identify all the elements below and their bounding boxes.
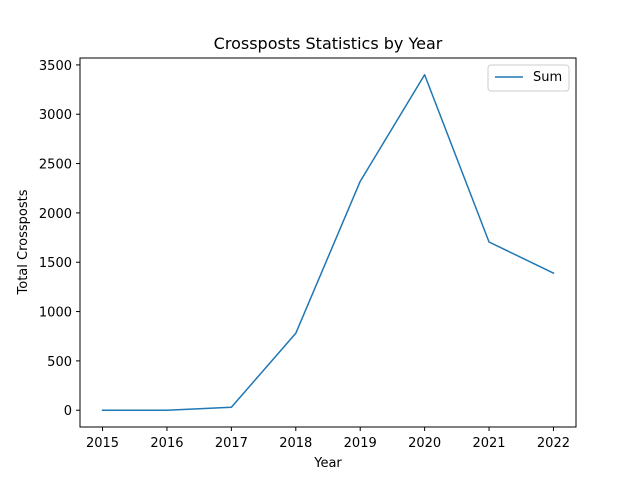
legend-box — [487, 64, 570, 92]
y-tick-label: 1500 — [39, 256, 72, 271]
x-axis-ticks: 2015 2016 2017 2018 2019 2020 2021 2022 — [86, 427, 570, 451]
x-tick-label: 2018 — [279, 436, 312, 451]
y-tick-label: 3000 — [39, 108, 72, 123]
legend-label-sum: Sum — [533, 70, 562, 85]
y-axis-label: Total Crossposts — [16, 189, 31, 295]
series-line-sum — [101, 74, 555, 411]
x-tick-label: 2019 — [344, 436, 377, 451]
legend: Sum — [487, 64, 570, 92]
x-tick-label: 2021 — [472, 436, 505, 451]
x-tick-label: 2016 — [150, 436, 183, 451]
chart-title: Crossposts Statistics by Year — [214, 34, 443, 53]
y-tick-label: 3500 — [39, 59, 72, 74]
y-tick-label: 2000 — [39, 207, 72, 222]
y-tick-label: 2500 — [39, 158, 72, 173]
y-tick-label: 500 — [47, 355, 72, 370]
series-layer — [101, 74, 555, 411]
x-tick-label: 2022 — [537, 436, 570, 451]
plot-area — [79, 57, 577, 428]
x-tick-label: 2020 — [408, 436, 441, 451]
y-tick-label: 1000 — [39, 306, 72, 321]
plot-frame — [79, 57, 577, 428]
y-tick-label: 0 — [64, 404, 72, 419]
x-axis-label: Year — [313, 456, 342, 471]
y-axis-ticks: 0 500 1000 1500 2000 2500 3000 3500 — [39, 59, 80, 419]
x-tick-label: 2015 — [86, 436, 119, 451]
x-tick-label: 2017 — [215, 436, 248, 451]
